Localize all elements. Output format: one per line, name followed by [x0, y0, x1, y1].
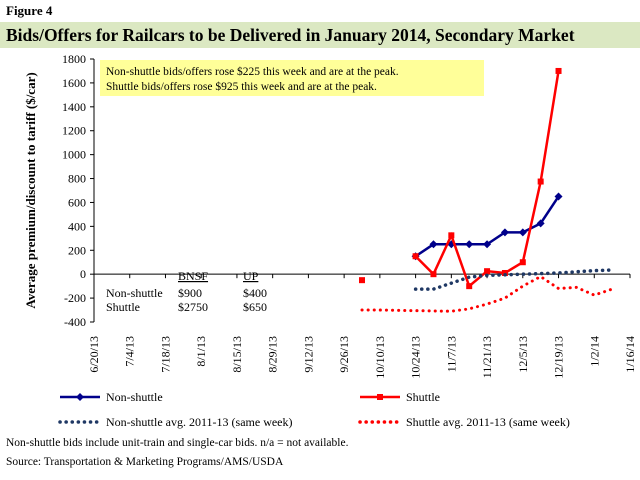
x-tick-label: 1/2/14 [587, 336, 601, 367]
x-tick-label: 12/19/13 [552, 336, 566, 379]
annotation-box [100, 60, 484, 96]
table-cell: $400 [243, 286, 267, 300]
y-tick-label: 1000 [62, 148, 86, 162]
y-tick-label: 0 [80, 267, 86, 281]
data-point [518, 228, 527, 237]
x-tick-label: 11/21/13 [480, 336, 494, 378]
legend-label: Shuttle [406, 390, 440, 404]
data-point [554, 192, 563, 201]
data-point [501, 269, 508, 276]
y-tick-label: 1200 [62, 124, 86, 138]
legend-label: Non-shuttle [106, 390, 163, 404]
data-point [359, 277, 365, 284]
y-tick-label: -200 [64, 291, 86, 305]
data-point [448, 232, 455, 239]
data-point [412, 253, 419, 260]
table-header: UP [243, 269, 259, 283]
y-tick-label: 800 [68, 172, 86, 186]
data-point [466, 283, 473, 290]
data-point [500, 228, 509, 237]
chart: -400 -200 0 200 400 600 800 1000 1200 1400 1600 180… [23, 52, 637, 429]
x-tick-label: 8/29/13 [266, 336, 280, 373]
figure-label: Figure 4 [6, 3, 53, 18]
footnote-1: Non-shuttle bids include unit-train and … [6, 437, 349, 449]
data-point [555, 67, 562, 74]
series-line [414, 70, 560, 289]
y-tick-label: 400 [68, 219, 86, 233]
x-tick-label: 10/24/13 [409, 336, 423, 379]
data-point [430, 271, 437, 278]
data-point [429, 240, 438, 249]
x-tick-label: 1/16/14 [623, 336, 637, 373]
x-tick-label: 6/20/13 [87, 336, 101, 373]
x-tick-label: 7/4/13 [123, 336, 137, 367]
table-cell: Non-shuttle [106, 286, 163, 300]
y-tick-label: 1600 [62, 76, 86, 90]
table-cell: $2750 [178, 300, 208, 314]
y-tick-label: 200 [68, 243, 86, 257]
data-point [536, 219, 545, 228]
legend-marker [76, 393, 84, 401]
data-point [484, 268, 491, 275]
data-point [483, 240, 492, 249]
legend-label: Shuttle avg. 2011-13 (same week) [406, 415, 570, 429]
data-point [465, 240, 474, 249]
table-header: BNSF [178, 269, 208, 283]
series-line-dotted [413, 268, 614, 291]
footnote-source: Source: Transportation & Marketing Progr… [6, 456, 284, 468]
data-point [519, 259, 526, 266]
table-cell: Shuttle [106, 300, 140, 314]
table-cell: $900 [178, 286, 202, 300]
x-tick-label: 10/10/13 [373, 336, 387, 379]
series-line-dotted [360, 274, 614, 313]
table-cell: $650 [243, 300, 267, 314]
data-point [537, 178, 544, 185]
y-tick-label: 600 [68, 195, 86, 209]
y-tick-label: 1400 [62, 100, 86, 114]
x-tick-label: 8/15/13 [230, 336, 244, 373]
x-tick-label: 9/26/13 [337, 336, 351, 373]
legend-label: Non-shuttle avg. 2011-13 (same week) [106, 415, 293, 429]
y-tick-label: 1800 [62, 52, 86, 66]
x-tick-label: 7/18/13 [158, 336, 172, 373]
annotation-line: Non-shuttle bids/offers rose $225 this w… [106, 65, 399, 78]
legend-marker [377, 394, 383, 400]
x-tick-label: 9/12/13 [301, 336, 315, 373]
chart-title: Bids/Offers for Railcars to be Delivered… [6, 25, 575, 45]
x-tick-label: 12/5/13 [516, 336, 530, 373]
y-tick-label: -400 [64, 315, 86, 329]
x-tick-label: 8/1/13 [194, 336, 208, 367]
annotation-line: Shuttle bids/offers rose $925 this week … [106, 80, 377, 93]
x-tick-label: 11/7/13 [444, 336, 458, 372]
y-axis-title: Average premium/discount to tariff ($/ca… [23, 72, 38, 308]
title-bar: Bids/Offers for Railcars to be Delivered… [0, 22, 640, 48]
